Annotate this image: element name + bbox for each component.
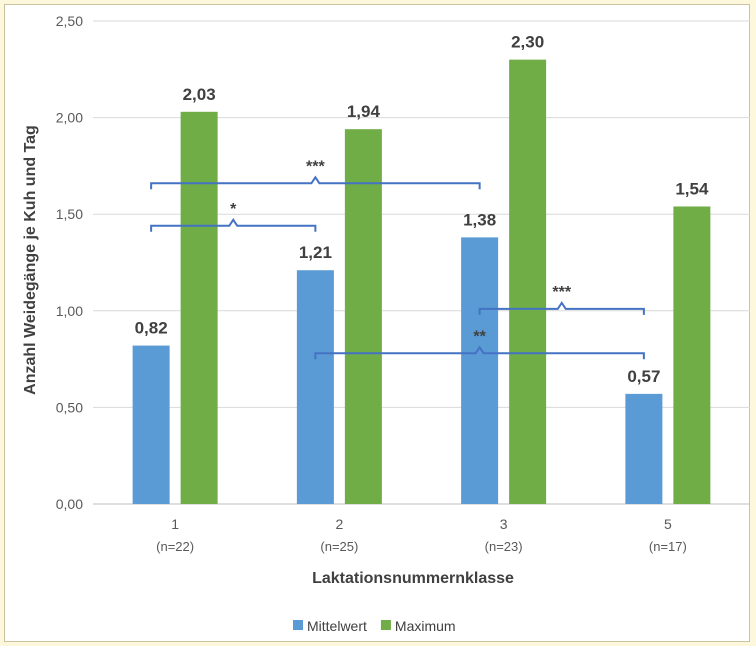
bar-chart: 0,00 0,50 1,00 1,50 2,00 2,50 0,82 1,21 1,38 0,5… <box>22 13 750 634</box>
x-category-sublabel: (n=22) <box>156 539 194 554</box>
data-label: 1,38 <box>463 210 496 229</box>
significance-label: *** <box>552 284 571 301</box>
bar-mittelwert-5 <box>625 393 663 504</box>
bar-mittelwert-2 <box>296 270 334 504</box>
y-tick-label: 2,50 <box>56 13 83 29</box>
x-category-labels: 1 (n=22) 2 (n=25) 3 (n=23) 5 (n=17) <box>156 516 687 554</box>
y-tick-label: 2,00 <box>56 110 83 126</box>
bars <box>132 59 711 505</box>
significance-label: * <box>230 201 237 218</box>
data-label: 1,54 <box>675 179 709 198</box>
bar-maximum-2 <box>344 129 382 504</box>
y-tick-labels: 0,00 0,50 1,00 1,50 2,00 2,50 <box>56 13 83 512</box>
significance-bracket <box>314 345 645 360</box>
y-tick-label: 1,00 <box>56 303 83 319</box>
y-tick-label: 1,50 <box>56 206 83 222</box>
legend-swatch-maximum <box>380 620 391 630</box>
significance-label: *** <box>306 158 325 175</box>
data-label: 0,57 <box>627 367 660 386</box>
x-category-label: 1 <box>171 516 179 532</box>
significance-bracket <box>478 301 645 315</box>
data-label: 1,94 <box>347 102 381 121</box>
data-label: 1,21 <box>299 243 332 262</box>
y-tick-label: 0,00 <box>56 496 83 512</box>
bar-maximum-1 <box>180 111 218 504</box>
bar-mittelwert-1 <box>132 345 170 504</box>
significance-brackets: ********* <box>150 158 645 360</box>
legend-swatch-mittelwert <box>293 620 303 630</box>
data-label: 2,03 <box>183 85 216 104</box>
x-category-label: 5 <box>664 516 672 532</box>
significance-bracket <box>150 217 317 232</box>
x-category-label: 3 <box>500 516 508 532</box>
x-category-sublabel: (n=17) <box>649 539 687 554</box>
significance-label: ** <box>473 328 486 345</box>
legend-label-maximum: Maximum <box>395 618 456 634</box>
x-category-sublabel: (n=25) <box>320 539 358 554</box>
data-labels: 0,82 1,21 1,38 0,57 2,03 1,94 2,30 1,54 <box>135 33 709 386</box>
legend-label-mittelwert: Mittelwert <box>307 618 367 634</box>
data-label: 0,82 <box>135 319 168 338</box>
legend: Mittelwert Maximum <box>293 618 456 634</box>
y-axis-title: Anzahl Weidegänge je Kuh und Tag <box>22 125 39 395</box>
chart-frame: 0,00 0,50 1,00 1,50 2,00 2,50 0,82 1,21 1,38 0,5… <box>4 4 750 642</box>
x-axis-title: Laktationsnummernklasse <box>312 570 514 587</box>
bar-maximum-5 <box>673 206 711 505</box>
x-category-label: 2 <box>335 516 343 532</box>
bar-maximum-3 <box>509 59 547 504</box>
bar-mittelwert-3 <box>461 237 499 504</box>
y-tick-label: 0,50 <box>56 399 83 415</box>
significance-bracket <box>150 175 481 190</box>
x-category-sublabel: (n=23) <box>485 539 523 554</box>
data-label: 2,30 <box>511 33 544 52</box>
